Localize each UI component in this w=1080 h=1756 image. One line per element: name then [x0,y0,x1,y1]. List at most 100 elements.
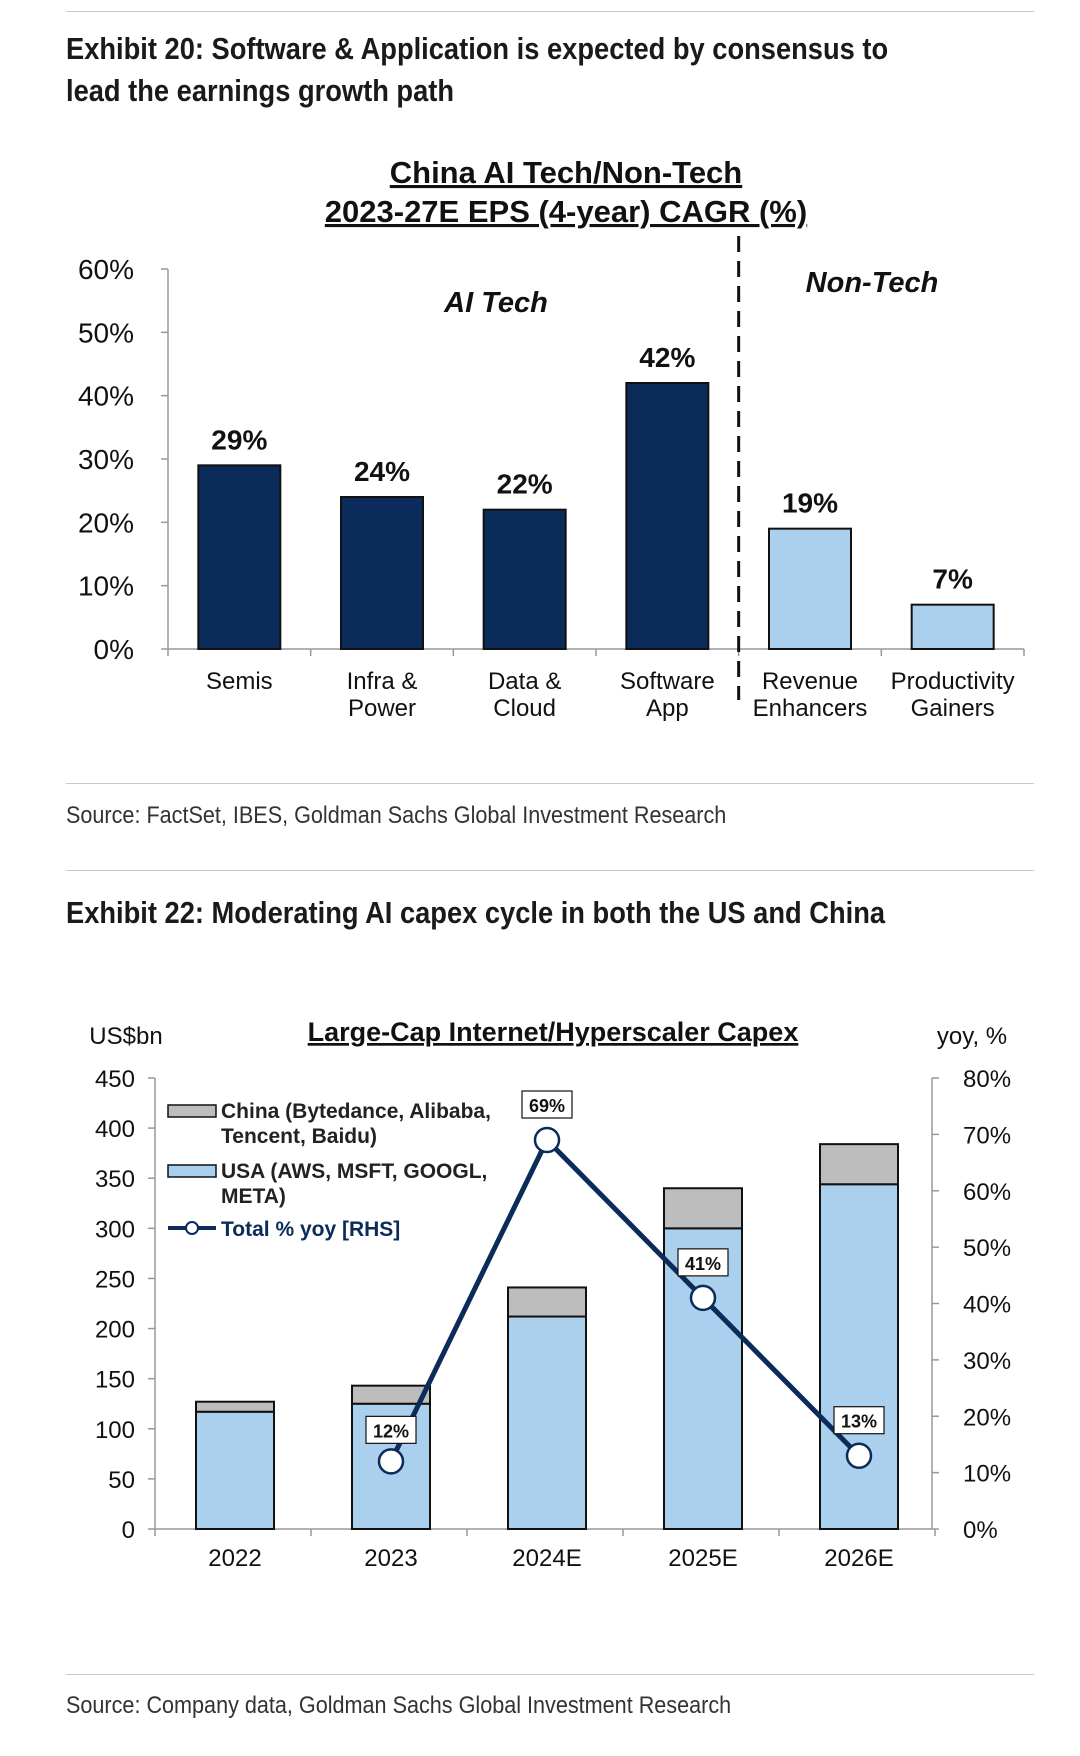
bar-value-label: 42% [639,342,695,373]
bar-usa-2022 [195,1410,275,1530]
left-tick-label: 450 [95,1066,135,1093]
x-category-label: 2025E [668,1545,737,1572]
bar-2 [340,496,424,650]
exhibit-20-source: Source: FactSet, IBES, Goldman Sachs Glo… [66,802,727,829]
left-axis-title: US$bn [89,1023,162,1050]
category-label: Revenue [762,668,858,695]
exhibit-22-top-rule [66,870,1034,871]
right-tick-label: 40% [963,1292,1011,1319]
legend-swatch-usa [167,1164,217,1178]
bar-value-label: 24% [354,456,410,487]
group-label-non-tech: Non-Tech [806,267,939,299]
left-tick-label: 400 [95,1116,135,1143]
category-label: Productivity [891,668,1015,695]
bar-1 [197,464,282,651]
bar-value-label: 19% [782,488,838,519]
yoy-label: 13% [841,1412,877,1432]
yoy-label-box [521,1090,573,1119]
category-label: Enhancers [753,695,868,722]
group-label-ai-tech: AI Tech [443,287,548,319]
legend-swatch-china [167,1104,217,1118]
right-tick-label: 20% [963,1404,1011,1431]
left-tick-label: 350 [95,1166,135,1193]
bar-china-2024E [507,1286,587,1318]
exhibit-20-title-line-1: Exhibit 20: Software & Application is ex… [66,31,889,66]
bar-usa-2026E [819,1183,899,1530]
bar-value-label: 22% [497,469,553,500]
legend-label-china: Tencent, Baidu) [221,1125,377,1148]
right-tick-label: 70% [963,1122,1011,1149]
bar-6 [910,603,995,650]
legend-marker-yoy [185,1221,199,1235]
right-tick-label: 0% [963,1517,998,1544]
bar-4 [625,382,710,650]
chart-title: Large-Cap Internet/Hyperscaler Capex [308,1017,799,1047]
left-tick-label: 200 [95,1317,135,1344]
right-axis-title: yoy, % [937,1023,1007,1050]
x-category-label: 2023 [364,1545,417,1572]
yoy-line [388,1137,861,1463]
category-label: App [646,695,689,722]
right-tick-label: 30% [963,1348,1011,1375]
yoy-point [689,1284,717,1312]
capex-stacked-bar-chart: Large-Cap Internet/Hyperscaler Capex US$b… [89,1017,1011,1572]
bar-value-label: 29% [211,424,267,455]
x-category-label: 2022 [208,1545,261,1572]
bar-3 [482,508,567,650]
exhibit-22-title: Exhibit 22: Moderating AI capex cycle in… [66,895,886,930]
legend-label-yoy: Total % yoy [RHS] [221,1218,400,1241]
chart-title-line-2: 2023-27E EPS (4-year) CAGR (%) [325,194,807,229]
exhibit-20-title: Exhibit 20: Software & Application is ex… [66,28,911,112]
bar-china-2026E [819,1143,899,1186]
bar-china-2025E [663,1187,743,1230]
exhibit-22-source-rule [66,1674,1034,1675]
bar-china-2023 [351,1384,431,1405]
y-tick-label: 30% [78,444,134,475]
bar-china-2022 [195,1400,275,1413]
left-tick-label: 100 [95,1417,135,1444]
category-label: Gainers [911,695,995,722]
yoy-label: 69% [529,1096,565,1116]
top-rule [66,11,1034,12]
category-label: Software [620,668,715,695]
left-tick-label: 50 [108,1467,135,1494]
legend-label-china: China (Bytedance, Alibaba, [221,1100,491,1123]
x-category-label: 2026E [824,1545,893,1572]
yoy-label-box [365,1415,417,1444]
y-tick-label: 50% [78,317,134,348]
eps-cagr-bar-chart: China AI Tech/Non-Tech 2023-27E EPS (4-ye… [78,155,1025,722]
right-tick-label: 10% [963,1461,1011,1488]
y-tick-label: 40% [78,381,134,412]
yoy-label: 12% [373,1421,409,1441]
category-label: Cloud [493,695,556,722]
y-tick-label: 0% [94,634,134,665]
yoy-label-box [833,1406,885,1435]
yoy-label: 41% [685,1254,721,1274]
right-tick-label: 60% [963,1179,1011,1206]
legend-label-usa: META) [221,1185,286,1208]
exhibit-20-source-rule [66,783,1034,784]
x-category-label: 2024E [512,1545,581,1572]
left-tick-label: 150 [95,1367,135,1394]
right-tick-label: 50% [963,1235,1011,1262]
category-label: Power [348,695,416,722]
chart-title-line-1: China AI Tech/Non-Tech [390,155,743,190]
y-tick-label: 60% [78,254,134,285]
legend-label-usa: USA (AWS, MSFT, GOOGL, [221,1160,487,1183]
bar-usa-2024E [507,1315,587,1531]
yoy-point [533,1126,561,1154]
yoy-point [377,1448,405,1475]
exhibit-20-title-line-2: lead the earnings growth path [66,73,455,108]
yoy-label-box [677,1248,729,1277]
left-tick-label: 300 [95,1216,135,1243]
y-tick-label: 10% [78,571,134,602]
right-tick-label: 80% [963,1066,1011,1093]
category-label: Data & [488,668,561,695]
bar-5 [768,527,852,650]
category-label: Semis [206,668,273,695]
category-label: Infra & [347,668,418,695]
y-tick-label: 20% [78,507,134,538]
left-tick-label: 0 [122,1517,135,1544]
exhibit-22-source: Source: Company data, Goldman Sachs Glob… [66,1692,732,1719]
bar-value-label: 7% [932,564,973,595]
